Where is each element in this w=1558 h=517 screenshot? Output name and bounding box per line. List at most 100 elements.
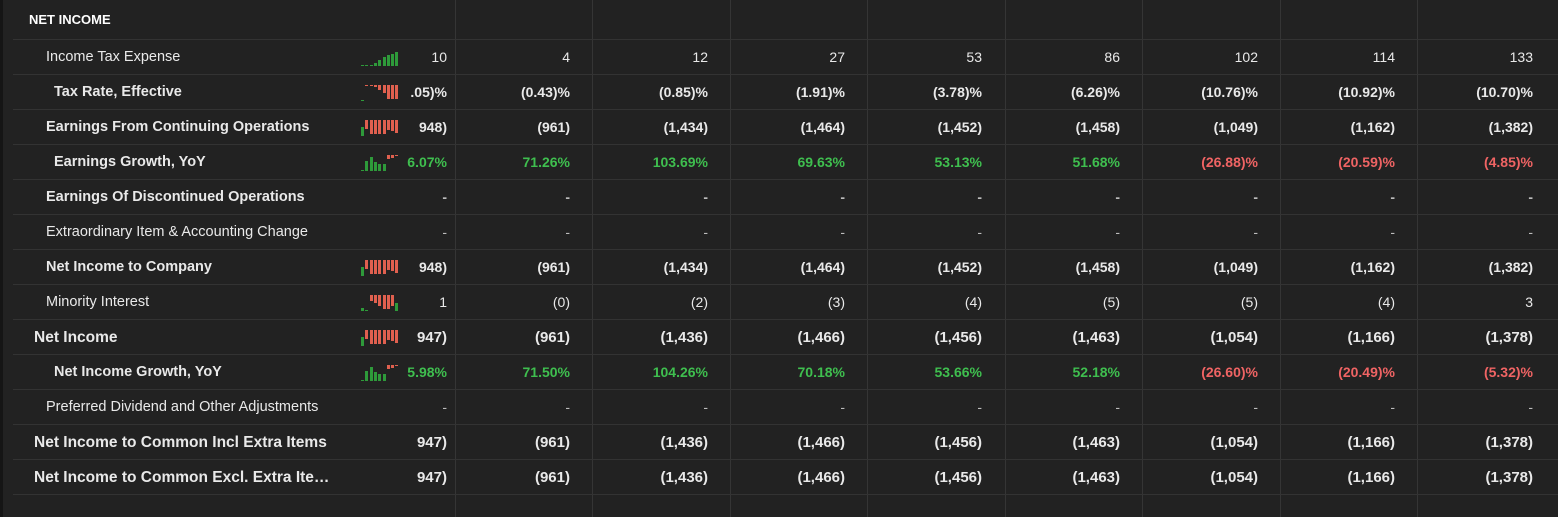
- sparkline-bar: [382, 85, 386, 94]
- sparkline-bar: [369, 64, 373, 66]
- cell-value: 53.13%: [934, 154, 982, 170]
- sparkline-bar: [386, 330, 390, 341]
- row-label: Earnings Growth, YoY: [54, 154, 206, 170]
- cell: 53: [852, 40, 982, 75]
- sparkline-bar: [395, 302, 399, 311]
- sparkline-bar: [365, 161, 369, 171]
- cell: (4): [1265, 285, 1395, 320]
- cell: 103.69%: [578, 145, 708, 180]
- cell: (1,378): [1403, 460, 1533, 495]
- column-divider: [1142, 0, 1143, 517]
- cell-value: (1,458): [1075, 119, 1120, 135]
- sparkline-bar: [391, 120, 395, 132]
- sparkline-bar: [386, 120, 390, 131]
- cell: (961): [440, 320, 570, 355]
- cell: 104.26%: [578, 355, 708, 390]
- cell-value: -: [565, 399, 570, 415]
- cell: -: [990, 390, 1120, 425]
- cell: (1,463): [990, 425, 1120, 460]
- cell: (1,378): [1403, 425, 1533, 460]
- sparkline-bar: [382, 260, 386, 274]
- cell-value: (1,378): [1485, 469, 1533, 486]
- cell: (1,436): [578, 460, 708, 495]
- row-label: Preferred Dividend and Other Adjustments: [46, 399, 319, 415]
- cell-value: -: [1115, 189, 1120, 205]
- cell-value: 102: [1234, 49, 1258, 65]
- cell-value: (5.32)%: [1483, 364, 1533, 380]
- cell: (1,162): [1265, 110, 1395, 145]
- cell-value: (961): [534, 329, 570, 346]
- row-label: Net Income Growth, YoY: [54, 364, 222, 380]
- sparkline-bar: [373, 260, 377, 274]
- cell-value: (4): [964, 294, 982, 310]
- cell-value: 53: [966, 49, 982, 65]
- cell: (1,458): [990, 250, 1120, 285]
- cell-value: (1,463): [1072, 469, 1120, 486]
- sparkline-bar: [361, 336, 364, 346]
- cell: -: [1265, 215, 1395, 250]
- sparkline-bar: [391, 85, 395, 99]
- sparkline-bar: [373, 161, 377, 171]
- cell-value: -: [442, 224, 447, 240]
- cell: (1,452): [852, 250, 982, 285]
- cell-value: (1,436): [660, 329, 708, 346]
- cell: (961): [440, 425, 570, 460]
- cell-value: 948): [418, 259, 447, 275]
- sparkline-bar: [369, 260, 373, 274]
- row-label: Net Income to Common Excl. Extra Ite…: [34, 469, 330, 486]
- cell-value: (1,466): [797, 469, 845, 486]
- table-panel: NET INCOME Income Tax Expense 10 4 12 27 53 86…: [3, 0, 1558, 517]
- sparkline-bar: [386, 85, 390, 99]
- cell-value: (1,378): [1485, 434, 1533, 451]
- cell-value: (1,378): [1485, 329, 1533, 346]
- cell-value: 947): [416, 434, 447, 451]
- sparkline-bar: [391, 295, 395, 307]
- cell: (1,456): [852, 460, 982, 495]
- cell-value: (1,436): [660, 469, 708, 486]
- cell-value: (10.92)%: [1338, 84, 1395, 100]
- cell-value: 114: [1372, 49, 1395, 65]
- row-divider: [13, 179, 1558, 180]
- row-divider: [13, 424, 1558, 425]
- sparkline-bar: [373, 120, 377, 134]
- column-divider: [1005, 0, 1006, 517]
- cell-value: (1,464): [800, 119, 845, 135]
- cell: (1.91)%: [715, 75, 845, 110]
- sparkline-bar: [382, 330, 386, 344]
- sparkline-bar: [373, 295, 377, 304]
- cell-value: (1,452): [937, 259, 982, 275]
- cell: (1,162): [1265, 250, 1395, 285]
- cell: -: [852, 180, 982, 215]
- cell-value: (0.43)%: [520, 84, 570, 100]
- cell: -: [852, 390, 982, 425]
- cell-value: 947): [416, 469, 447, 486]
- sparkline-bar: [395, 260, 399, 274]
- cell-value: 948): [418, 119, 447, 135]
- cell: (961): [440, 250, 570, 285]
- cell-value: (1,382): [1488, 259, 1533, 275]
- sparkline-bar: [378, 85, 382, 90]
- cell: (1,466): [715, 425, 845, 460]
- sparkline-bar: [378, 260, 382, 274]
- sparkline-bar: [378, 373, 382, 381]
- cell-value: (1,166): [1347, 434, 1395, 451]
- cell: (10.70)%: [1403, 75, 1533, 110]
- sparkline-bar: [361, 170, 364, 171]
- cell-value: -: [1528, 189, 1533, 205]
- sparkline-bar: [391, 365, 395, 368]
- sparkline-bar: [391, 155, 395, 158]
- sparkline-bar: [365, 310, 369, 311]
- sparkline-bar: [365, 371, 369, 381]
- cell: (1,378): [1403, 320, 1533, 355]
- cell-value: 53.66%: [934, 364, 982, 380]
- cell: (26.60)%: [1128, 355, 1258, 390]
- row-divider: [13, 459, 1558, 460]
- cell: .05)%: [401, 75, 447, 110]
- cell-value: -: [1390, 224, 1395, 240]
- row-label: Net Income to Common Incl Extra Items: [34, 434, 327, 451]
- cell: 52.18%: [990, 355, 1120, 390]
- row-label: Extraordinary Item & Accounting Change: [46, 224, 308, 240]
- sparkline-bar: [369, 85, 373, 87]
- cell-value: .05)%: [410, 84, 447, 100]
- sparkline-bar: [378, 163, 382, 171]
